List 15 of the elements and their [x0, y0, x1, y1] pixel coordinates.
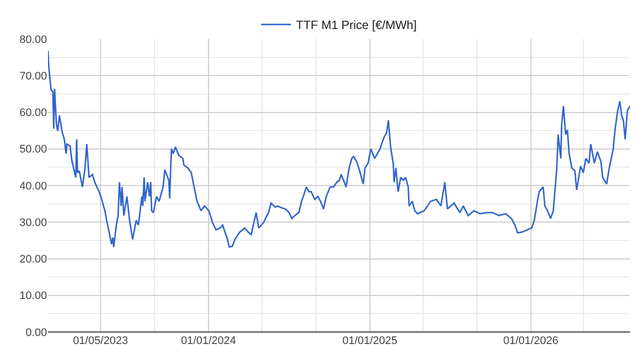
- y-tick-label: 30.00: [19, 216, 47, 229]
- y-tick-label: 70.00: [19, 70, 47, 82]
- y-tick-label: 80.00: [19, 34, 47, 46]
- x-tick-label: 01/01/2025: [342, 335, 398, 347]
- y-tick-label: 60.00: [19, 107, 47, 120]
- y-tick-label: 0.00: [26, 326, 47, 339]
- x-tick-label: 01/01/2024: [180, 335, 236, 347]
- x-tick-label: 01/05/2023: [72, 335, 128, 347]
- y-tick-label: 50.00: [19, 144, 47, 156]
- legend-label: TTF M1 Price [€/MWh]: [296, 18, 417, 32]
- y-tick-label: 10.00: [19, 290, 47, 302]
- y-tick-label: 20.00: [19, 254, 47, 266]
- line-series: [48, 50, 630, 248]
- y-tick-label: 40.00: [19, 180, 47, 192]
- x-tick-label: 01/01/2026: [503, 335, 558, 347]
